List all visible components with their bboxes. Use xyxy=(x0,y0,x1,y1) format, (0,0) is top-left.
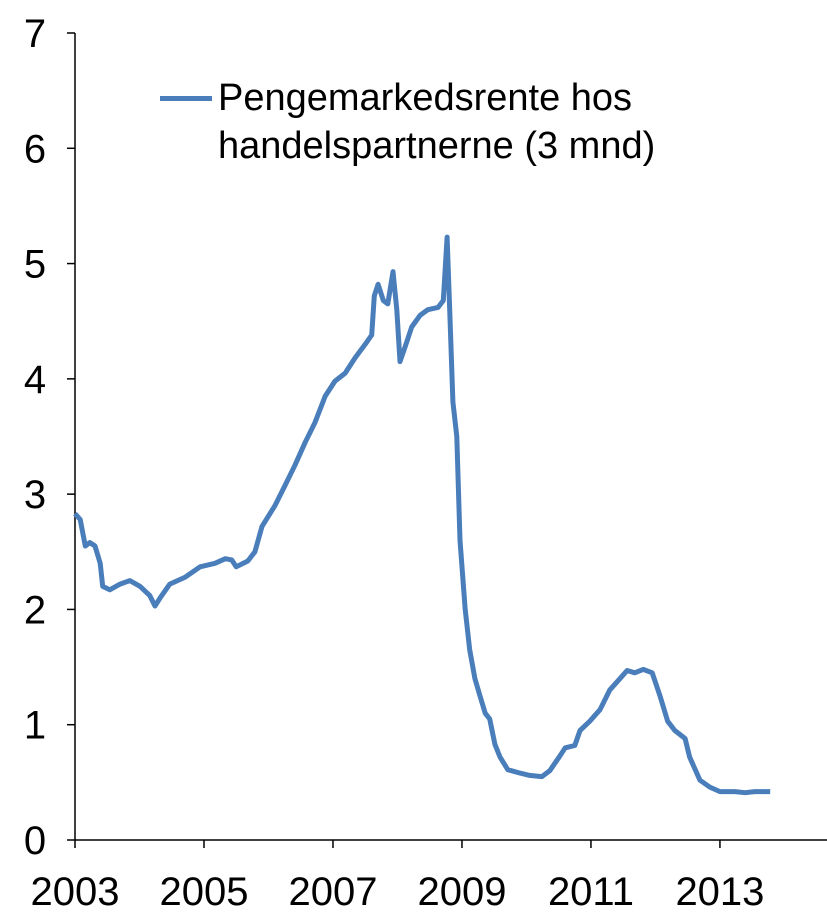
x-tick-label: 2007 xyxy=(288,870,377,912)
y-tick-label: 0 xyxy=(24,819,46,863)
x-tick-label: 2003 xyxy=(31,870,120,912)
y-tick-label: 1 xyxy=(24,704,46,748)
x-tick-label: 2005 xyxy=(159,870,248,912)
y-tick-label: 7 xyxy=(24,12,46,56)
series-line xyxy=(73,234,771,796)
y-tick-label: 5 xyxy=(24,243,46,287)
x-tick-label: 2011 xyxy=(548,870,634,912)
legend-swatch xyxy=(160,96,212,101)
y-tick-label: 3 xyxy=(24,473,46,517)
y-tick-label: 4 xyxy=(24,358,46,402)
legend-label: Pengemarkedsrente hos handelspartnerne (… xyxy=(218,77,656,167)
legend: Pengemarkedsrente hos handelspartnerne (… xyxy=(160,74,718,170)
y-tick-label: 6 xyxy=(24,127,46,171)
y-tick-label: 2 xyxy=(24,588,46,632)
x-tick-label: 2009 xyxy=(417,870,506,912)
x-tick-label: 2013 xyxy=(675,870,764,912)
